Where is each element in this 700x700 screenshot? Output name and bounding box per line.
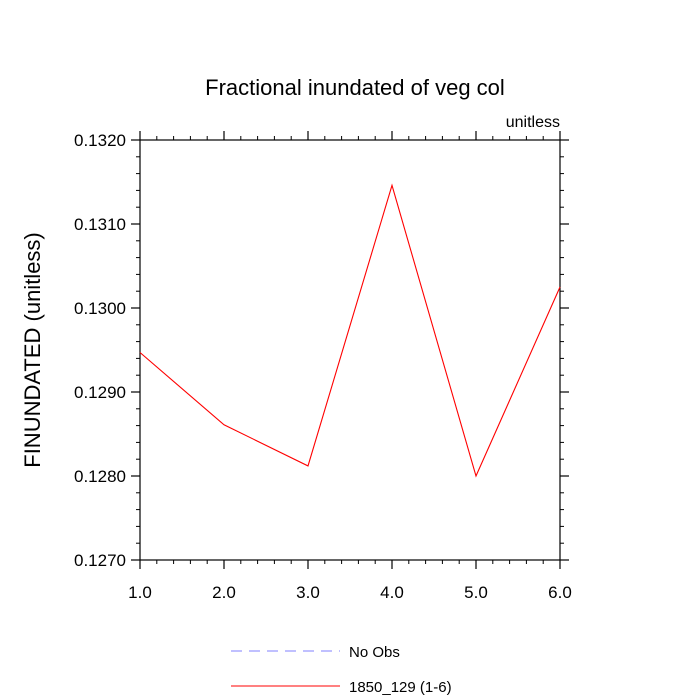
y-tick-label: 0.1300 xyxy=(74,299,126,318)
legend-label: No Obs xyxy=(349,644,400,661)
x-tick-label: 1.0 xyxy=(128,583,152,602)
y-tick-label: 0.1270 xyxy=(74,551,126,570)
tick-labels: 1.0 2.0 3.0 4.0 5.0 6.0 0.1270 0.1280 0.1290 0.13… xyxy=(74,131,572,602)
x-tick-label: 3.0 xyxy=(296,583,320,602)
axis-ticks xyxy=(131,131,569,569)
y-tick-label: 0.1310 xyxy=(74,215,126,234)
units-label: unitless xyxy=(506,114,560,131)
legend: No Obs 1850_129 (1-6) xyxy=(231,644,452,696)
x-tick-label: 5.0 xyxy=(464,583,488,602)
chart-title: Fractional inundated of veg col xyxy=(205,75,505,100)
y-tick-label: 0.1290 xyxy=(74,383,126,402)
y-axis-label: FINUNDATED (unitless) xyxy=(20,232,45,468)
x-tick-label: 6.0 xyxy=(548,583,572,602)
plot-frame xyxy=(139,139,561,561)
series-line xyxy=(139,183,561,478)
y-tick-label: 0.1280 xyxy=(74,467,126,486)
series-lines xyxy=(139,183,561,478)
y-tick-label: 0.1320 xyxy=(74,131,126,150)
legend-label: 1850_129 (1-6) xyxy=(349,679,452,696)
x-tick-label: 2.0 xyxy=(212,583,236,602)
x-tick-label: 4.0 xyxy=(380,583,404,602)
